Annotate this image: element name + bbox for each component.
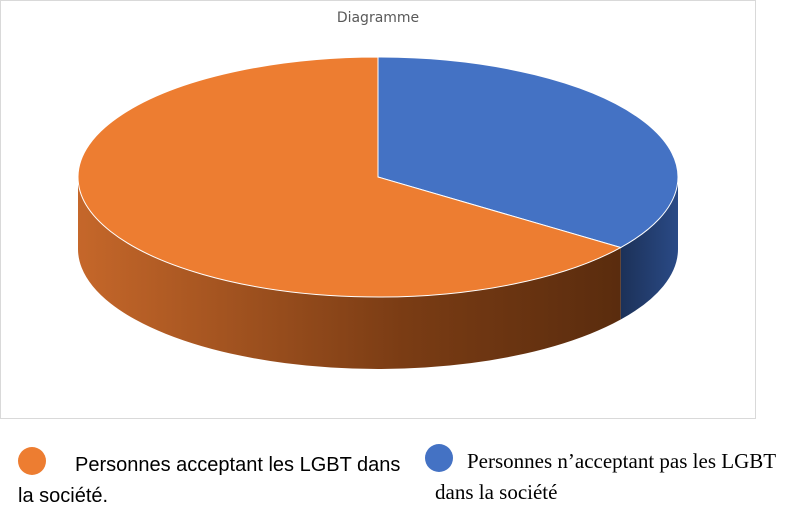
legend-marker bbox=[18, 447, 46, 475]
slice bbox=[377, 56, 679, 249]
chart-border bbox=[0, 0, 756, 419]
slice-side bbox=[78, 177, 621, 369]
legend-label: Personnes acceptant les LGBT dans la soc… bbox=[18, 454, 401, 507]
slice-side bbox=[620, 177, 678, 320]
chart: Diagramme bbox=[0, 0, 756, 419]
legend-entry: Personnes n’acceptant pas les LGBT dans … bbox=[425, 444, 792, 508]
slice bbox=[77, 56, 623, 298]
legend-marker bbox=[425, 444, 453, 472]
chart-title: Diagramme bbox=[337, 10, 419, 26]
legend-label: Personnes n’acceptant pas les LGBT dans … bbox=[435, 449, 776, 504]
legend-entry: Personnes acceptant les LGBT dans la soc… bbox=[18, 447, 408, 512]
